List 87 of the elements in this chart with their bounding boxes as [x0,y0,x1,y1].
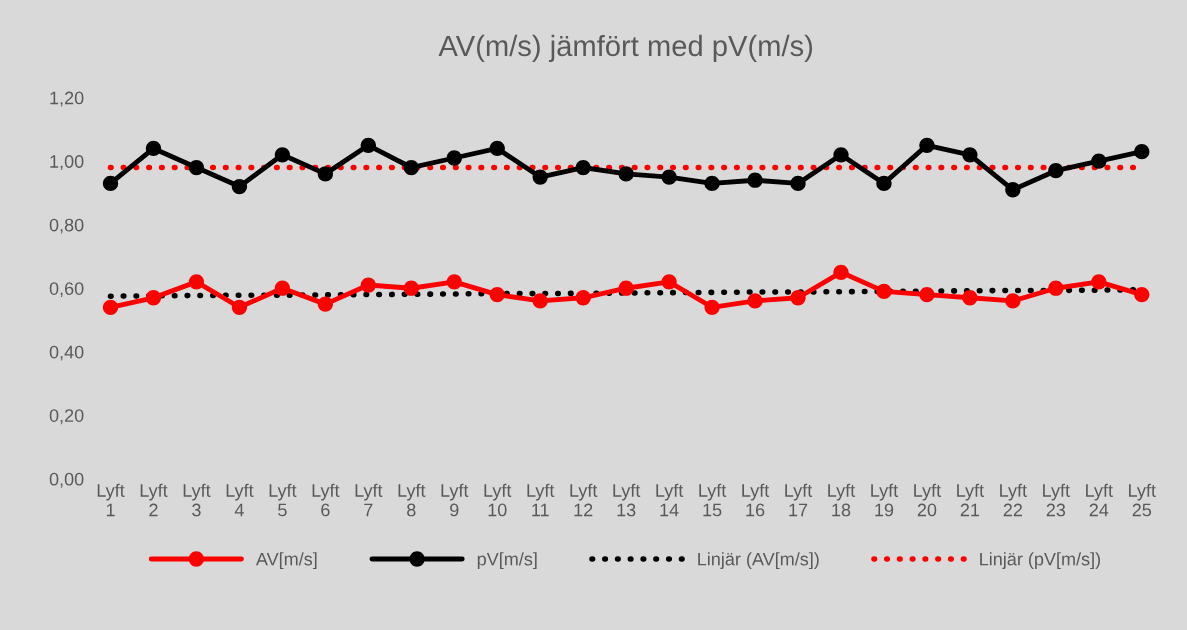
y-tick-label: 0,20 [49,409,84,425]
point [188,274,205,290]
x-tick-label: Lyft 17 [785,483,813,517]
x-tick-label: Lyft 2 [140,483,168,517]
point [274,280,291,296]
point [790,290,806,306]
x-tick-label: Lyft 25 [1129,483,1156,517]
point [661,274,677,290]
x-tick-label: Lyft 23 [1043,483,1070,517]
point [102,299,119,315]
x-tick-label: Lyft 1 [97,483,125,517]
point [231,299,248,315]
x-tick-label: Lyft 4 [226,483,254,517]
x-tick-label: Lyft 16 [742,483,770,517]
point [661,169,677,185]
point [489,140,505,157]
y-tick-label: 0,00 [49,472,84,488]
x-tick-label: Lyft 21 [957,483,984,517]
x-tick-label: Lyft 22 [1000,483,1027,517]
point [747,172,763,188]
point [1091,274,1107,290]
x-tick-label: Lyft 9 [441,483,469,517]
point [575,159,591,176]
point [876,175,892,192]
x-tick-label: Lyft 7 [355,483,383,517]
point [360,137,376,153]
point [532,293,548,309]
point [145,290,162,306]
point [489,286,505,303]
x-tick-label: Lyft 15 [699,483,727,517]
legend-label: AV[m/s] [255,552,317,570]
point [446,150,462,166]
point [1005,182,1021,198]
x-tick-label: Lyft 11 [527,483,555,517]
chart-title: AV(m/s) jämfört med pV(m/s) [438,34,813,63]
point [704,175,720,192]
point [231,178,248,195]
point [102,175,119,192]
y-tick-label: 0,80 [49,218,84,234]
point [403,280,419,296]
point [618,166,634,182]
legend-label: Linjär (AV[m/s]) [698,552,819,570]
point [962,290,978,306]
point [145,140,162,157]
point [317,296,333,312]
point [1048,163,1064,179]
point [1005,293,1021,309]
x-tick-label: Lyft 6 [312,483,340,517]
point [1134,144,1150,160]
x-tick-label: Lyft 10 [484,483,512,517]
point [446,274,462,290]
x-tick-label: Lyft 12 [570,483,598,517]
point [790,175,806,192]
point [876,283,892,300]
x-tick-label: Lyft 20 [914,483,942,517]
x-tick-label: Lyft 24 [1086,483,1113,517]
x-tick-label: Lyft 19 [871,483,899,517]
legend-label: pV[m/s] [477,552,537,570]
point [962,147,978,163]
y-tick-label: 1,00 [50,155,84,171]
point [618,280,634,296]
point [1134,286,1150,303]
point [317,166,333,182]
point [1091,153,1107,169]
point [274,147,291,163]
point [833,147,849,163]
x-tick-label: Lyft 8 [398,483,426,517]
point [833,264,849,280]
x-tick-label: Lyft 3 [183,483,211,517]
point [919,286,935,303]
point [360,277,376,293]
point [575,290,591,306]
point [919,137,935,153]
point [403,159,419,176]
point [704,299,720,315]
point [1048,280,1064,296]
y-tick-label: 1,20 [50,91,84,107]
x-tick-label: Lyft 14 [656,483,684,517]
point [532,169,548,185]
point [747,293,763,309]
point [188,159,205,176]
x-tick-label: Lyft 13 [613,483,641,517]
y-tick-label: 0,40 [49,345,84,361]
y-tick-label: 0,60 [49,282,84,298]
x-tick-label: Lyft 18 [828,483,856,517]
x-tick-label: Lyft 5 [269,483,297,517]
legend-label: Linjär (pV[m/s]) [980,552,1100,570]
